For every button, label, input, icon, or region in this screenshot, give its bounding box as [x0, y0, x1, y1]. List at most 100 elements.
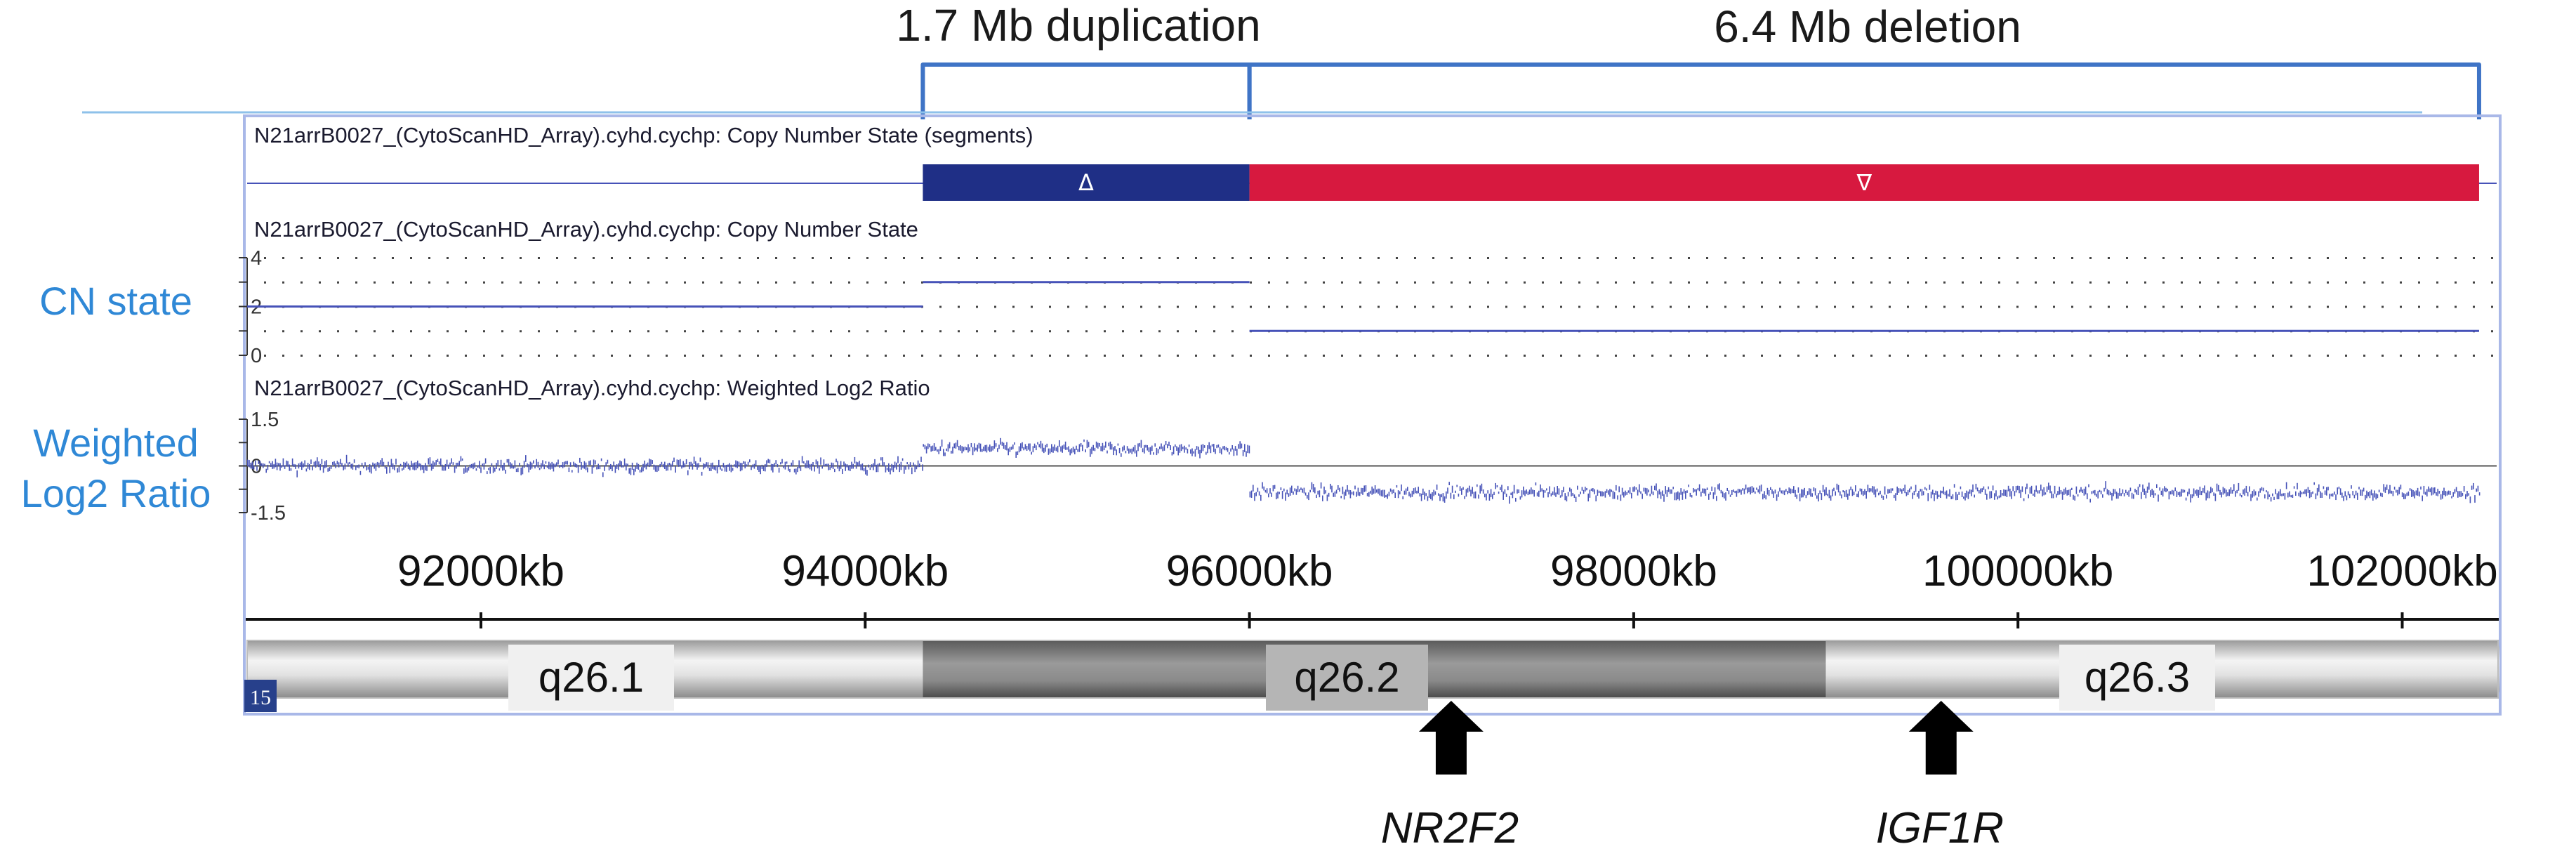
gene-label-IGF1R: IGF1R [1875, 804, 2004, 852]
cn-grid-dot [903, 330, 905, 333]
log2-point [2006, 489, 2008, 497]
log2-point [293, 463, 295, 468]
log2-point [1077, 449, 1078, 452]
cn-grid-dot [2181, 257, 2183, 259]
log2-point [819, 466, 820, 474]
log2-point [602, 472, 604, 477]
cn-grid-dot [666, 355, 668, 357]
cn-grid-dot [866, 330, 868, 333]
log2-point [329, 467, 331, 472]
log2-point [2114, 489, 2116, 494]
cn-grid-dot [1177, 305, 1179, 308]
log2-point [1679, 492, 1680, 501]
log2-point [2181, 489, 2182, 497]
log2-point [2120, 493, 2122, 496]
log2-point [2198, 489, 2199, 498]
log2-axis: 1.50-1.5 [239, 409, 2497, 525]
log2-point [1343, 492, 1345, 500]
cn-grid-dot [1213, 330, 1215, 333]
log2-point [513, 466, 514, 469]
log2-point [503, 462, 505, 470]
log2-point [1756, 487, 1757, 490]
log2-point [2151, 488, 2153, 496]
log2-point [2162, 488, 2164, 497]
cn-grid-dot [428, 355, 430, 357]
log2-point [1666, 489, 1668, 497]
log2-point [281, 465, 282, 468]
log2-point [2142, 485, 2144, 492]
cn-grid-dot [793, 330, 795, 333]
log2-point [780, 462, 781, 465]
cn-grid-dot [2363, 355, 2365, 357]
log2-point [448, 464, 449, 469]
log2-point [1779, 487, 1781, 492]
log2-point [2074, 495, 2075, 501]
cn-grid-dot [866, 257, 868, 259]
log2-point [1918, 490, 1920, 499]
log2-point [2264, 494, 2266, 499]
log2-point [1374, 485, 1376, 494]
log2-point [1401, 484, 1402, 492]
log2-point [1074, 449, 1076, 455]
log2-point [1094, 447, 1096, 452]
cn-grid-dot [1870, 305, 1872, 308]
log2-point [690, 461, 692, 466]
log2-point [949, 442, 951, 449]
log2-point [2134, 489, 2136, 493]
log2-point [1819, 490, 1821, 494]
log2-point [1410, 493, 1411, 498]
log2-point [1247, 444, 1248, 454]
log2-point [840, 461, 842, 469]
log2-point [265, 468, 267, 473]
log2-point [310, 459, 312, 464]
log2-point [1891, 488, 1894, 491]
cn-grid-dot [958, 257, 960, 259]
log2-point [1072, 447, 1074, 453]
log2-point [2386, 485, 2388, 490]
log2-point [1934, 493, 1935, 501]
log2-point [1809, 488, 1810, 495]
log2-point [1174, 444, 1176, 447]
log2-point [2207, 490, 2209, 499]
log2-point [758, 466, 760, 472]
log2-point [539, 467, 541, 470]
log2-point [2137, 487, 2139, 496]
log2-point [1418, 487, 1419, 494]
log2-point [457, 462, 458, 466]
log2-point [676, 459, 678, 465]
log2-point [2266, 490, 2267, 493]
log2-point [805, 463, 806, 468]
log2-point [1617, 495, 1618, 500]
log2-point [1505, 494, 1507, 497]
log2-point [1356, 492, 1357, 497]
cn-grid-dot [337, 257, 339, 259]
log2-point [1304, 492, 1307, 496]
log2-point [2428, 486, 2429, 492]
cn-grid-dot [2071, 305, 2073, 308]
log2-point [2299, 490, 2301, 498]
cn-grid-dot [1651, 305, 1653, 308]
log2-point [1783, 490, 1785, 496]
log2-point [1920, 489, 1921, 492]
cn-grid-dot [2309, 355, 2311, 357]
log2-point [1796, 494, 1797, 499]
cn-grid-dot [1177, 257, 1179, 259]
cn-grid-dot [2235, 281, 2238, 284]
log2-point [1927, 493, 1929, 501]
log2-point [344, 463, 346, 470]
log2-point [2236, 489, 2238, 494]
log2-point [612, 466, 613, 472]
log2-point [1720, 489, 1722, 494]
log2-point [650, 459, 652, 466]
log2-point [2419, 491, 2420, 497]
log2-point [1022, 442, 1023, 449]
log2-point [2424, 492, 2426, 495]
log2-point [1216, 444, 1217, 449]
cn-grid-dot [501, 330, 503, 333]
log2-point [1941, 490, 1943, 494]
log2-point [1117, 443, 1119, 446]
log2-point [2384, 487, 2386, 493]
log2-point [1231, 444, 1233, 450]
log2-point [749, 459, 751, 463]
log2-point [2349, 494, 2351, 499]
